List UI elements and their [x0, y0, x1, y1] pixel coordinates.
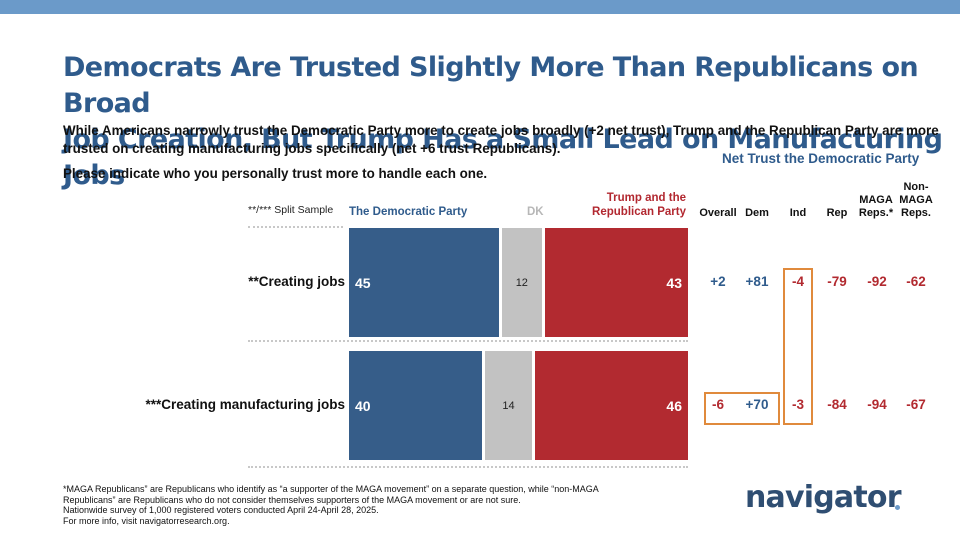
- net-trust-value: +81: [745, 273, 769, 289]
- highlight-box-manufacturing: [704, 392, 780, 425]
- row-label: ***Creating manufacturing jobs: [145, 396, 345, 412]
- net-trust-value: -3: [791, 396, 804, 412]
- top-accent-bar: [0, 0, 960, 14]
- bar-segment-dk: 12: [501, 228, 542, 337]
- navigator-logo: navigator: [745, 480, 902, 515]
- footnote-maga-definition: *MAGA Republicans” are Republicans who i…: [63, 484, 599, 505]
- bar-segment-dem: 45: [349, 228, 499, 337]
- row-separator: [248, 226, 343, 228]
- footnote-more-info: For more info, visit navigatorresearch.o…: [63, 515, 230, 526]
- bar-data-label: 43: [666, 274, 682, 291]
- page-title: Democrats Are Trusted Slightly More Than…: [63, 50, 943, 194]
- legend-trump-republican-party: Trump and the Republican Party: [592, 192, 686, 218]
- bar-segment-dk: 14: [485, 351, 532, 460]
- bar-segment-rep: 43: [544, 228, 688, 337]
- legend-democratic-party: The Democratic Party: [349, 206, 468, 218]
- column-header-1: Overall: [699, 207, 737, 219]
- bar-data-label: 45: [355, 274, 371, 291]
- bar-segment-dem: 40: [349, 351, 483, 460]
- bar-data-label: 14: [502, 399, 515, 412]
- column-header-2: Dem: [745, 207, 769, 219]
- title-line-1: Democrats Are Trusted Slightly More Than…: [63, 52, 919, 119]
- bar-data-label: 12: [515, 276, 528, 289]
- title-line-2: Job Creation, But Trump Has a Small Lead…: [63, 124, 943, 191]
- net-trust-value: -6: [711, 396, 724, 412]
- column-header-3: Ind: [789, 207, 807, 219]
- footnote: *MAGA Republicans” are Republicans who i…: [63, 484, 623, 526]
- bar-data-label: 46: [666, 397, 682, 414]
- net-trust-value: +2: [710, 273, 726, 289]
- net-trust-value: -4: [791, 273, 804, 289]
- survey-question: Please indicate who you personally trust…: [63, 166, 488, 181]
- subtitle: While Americans narrowly trust the Democ…: [63, 123, 939, 156]
- net-trust-value: -79: [827, 273, 847, 289]
- net-trust-value: -94: [867, 396, 887, 412]
- row-label: **Creating jobs: [248, 273, 345, 289]
- logo-dot: [895, 505, 900, 510]
- bar-segment-rep: 46: [534, 351, 688, 460]
- footnote-methodology: Nationwide survey of 1,000 registered vo…: [63, 505, 379, 516]
- split-sample-label: **/*** Split Sample: [248, 204, 334, 216]
- bar-data-label: 40: [355, 397, 371, 414]
- highlight-box-ind: [783, 268, 813, 425]
- net-trust-header: Net Trust the Democratic Party: [722, 151, 920, 166]
- net-trust-value: -84: [827, 396, 847, 412]
- net-trust-value: -67: [906, 396, 926, 412]
- column-header-4: Rep: [826, 207, 848, 219]
- net-trust-value: -62: [906, 273, 926, 289]
- legend-dk: DK: [527, 206, 544, 218]
- row-separator: [248, 340, 688, 342]
- row-separator: [248, 466, 688, 468]
- net-trust-value: -92: [867, 273, 887, 289]
- net-trust-value: +70: [745, 396, 769, 412]
- column-header-6: Non-MAGA Reps.: [899, 181, 933, 219]
- column-header-5: MAGA Reps.*: [858, 194, 894, 219]
